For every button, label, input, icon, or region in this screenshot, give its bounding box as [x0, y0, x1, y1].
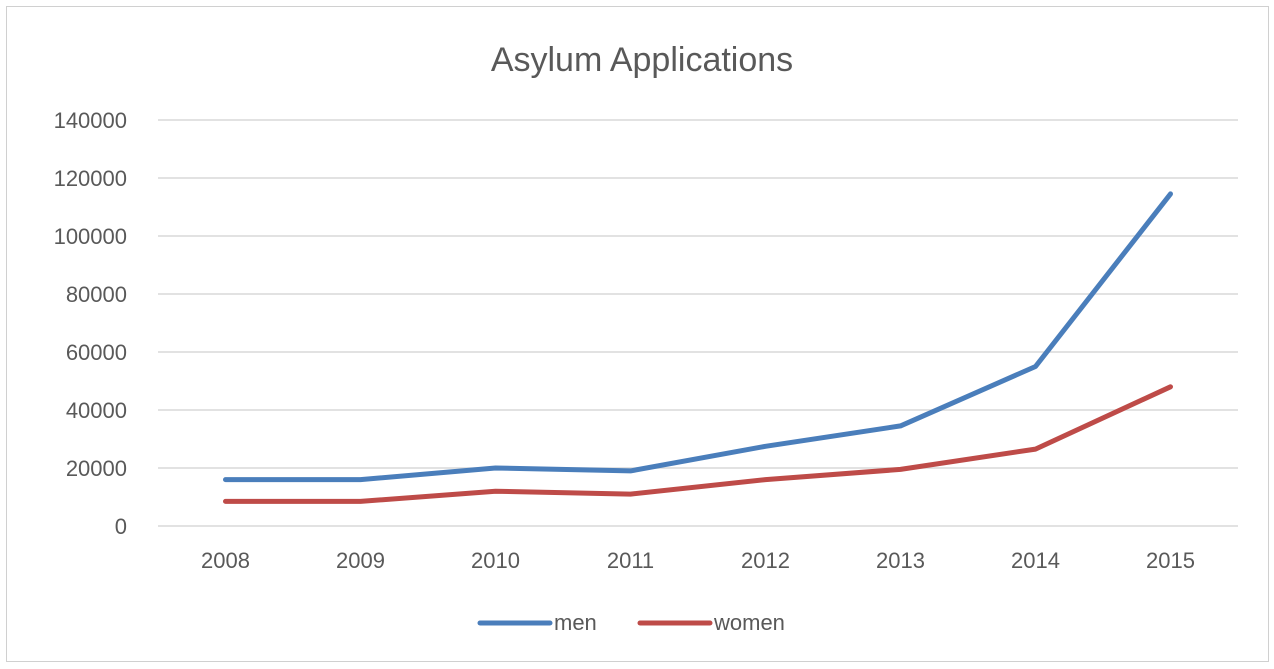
series-lines — [223, 191, 1173, 504]
x-tick-label: 2012 — [741, 548, 790, 573]
x-tick-label: 2010 — [471, 548, 520, 573]
y-tick-label: 100000 — [54, 224, 127, 249]
y-axis-tick-labels: 0 20000 40000 60000 80000 100000 120000 140000 — [54, 108, 127, 539]
x-tick-label: 2015 — [1146, 548, 1195, 573]
gridlines — [158, 119, 1238, 527]
legend: men women — [477, 610, 785, 635]
y-tick-label: 120000 — [54, 166, 127, 191]
y-tick-label: 0 — [115, 514, 127, 539]
x-tick-label: 2009 — [336, 548, 385, 573]
y-tick-label: 140000 — [54, 108, 127, 133]
y-tick-label: 20000 — [66, 456, 127, 481]
x-tick-label: 2013 — [876, 548, 925, 573]
y-tick-label: 80000 — [66, 282, 127, 307]
legend-label-men: men — [554, 610, 597, 635]
x-tick-label: 2014 — [1011, 548, 1060, 573]
x-tick-label: 2011 — [607, 548, 654, 573]
series-line-women — [223, 384, 1173, 504]
series-line-men — [223, 191, 1173, 483]
chart-title: Asylum Applications — [491, 41, 793, 79]
y-tick-label: 40000 — [66, 398, 127, 423]
x-tick-label: 2008 — [201, 548, 250, 573]
y-tick-label: 60000 — [66, 340, 127, 365]
legend-label-women: women — [713, 610, 785, 635]
x-axis-tick-labels: 2008 2009 2010 2011 2012 2013 2014 2015 — [201, 548, 1195, 573]
